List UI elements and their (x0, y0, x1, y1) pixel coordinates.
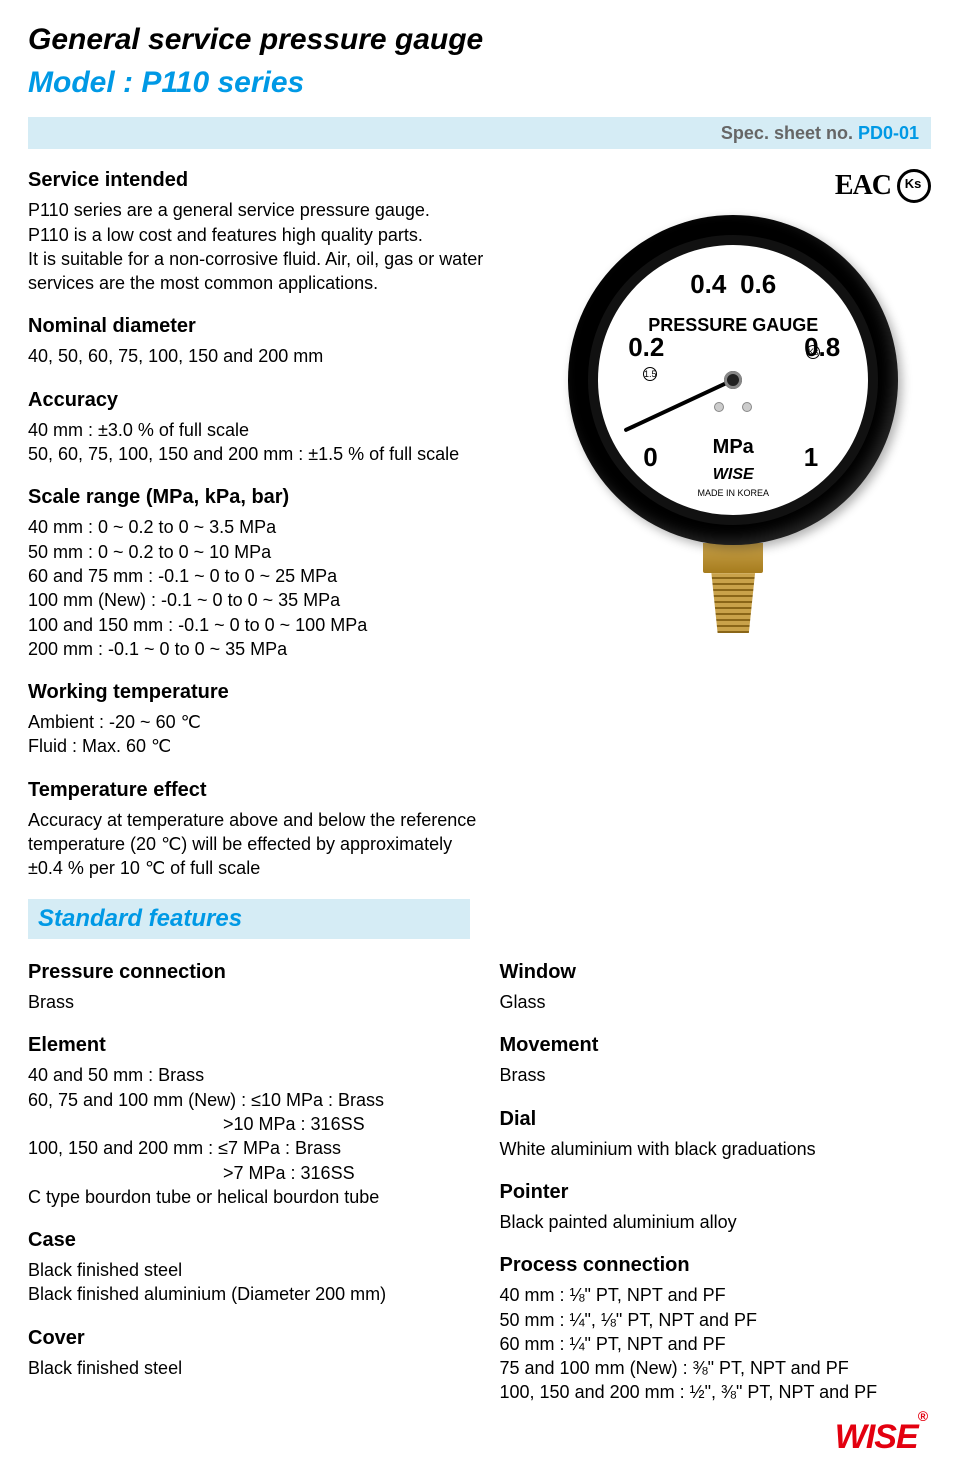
process-heading: Process connection (500, 1252, 932, 1279)
gauge-scale-02: 0.2 (628, 330, 664, 365)
element-line: 40 and 50 mm : Brass (28, 1063, 460, 1087)
service-line: services are the most common application… (28, 271, 511, 295)
pressure-conn-line: Brass (28, 990, 460, 1014)
scale-line: 50 mm : 0 ~ 0.2 to 0 ~ 10 MPa (28, 540, 511, 564)
gauge-case: PRESSURE GAUGE 0 0.2 0.4 0.6 0.8 1 1.5 K… (568, 215, 898, 545)
spec-label: Spec. sheet no. (721, 123, 858, 143)
nominal-heading: Nominal diameter (28, 313, 511, 340)
element-line: 60, 75 and 100 mm (New) : ≤10 MPa : Bras… (28, 1088, 460, 1112)
scale-line: 100 mm (New) : -0.1 ~ 0 to 0 ~ 35 MPa (28, 588, 511, 612)
gauge-scale-04: 0.4 (690, 267, 726, 302)
element-indent: >10 MPa : 316SS (28, 1112, 460, 1136)
certifications: EAC Ks (535, 167, 931, 205)
pointer-line: Black painted aluminium alloy (500, 1210, 932, 1234)
process-line: 50 mm : ¼", ⅛" PT, NPT and PF (500, 1308, 932, 1332)
gauge-brand: WISE (598, 464, 868, 486)
footer: WISE® (28, 1415, 931, 1461)
features-right-col: Window Glass Movement Brass Dial White a… (500, 951, 932, 1405)
scale-line: 40 mm : 0 ~ 0.2 to 0 ~ 3.5 MPa (28, 515, 511, 539)
element-indent: >7 MPa : 316SS (28, 1161, 460, 1185)
cover-heading: Cover (28, 1325, 460, 1352)
gauge-mark-icon: 1.5 (643, 367, 657, 381)
tempeffect-line: temperature (20 ℃) will be effected by a… (28, 832, 511, 856)
service-line: P110 is a low cost and features high qua… (28, 223, 511, 247)
dial-line: White aluminium with black graduations (500, 1137, 932, 1161)
gauge-ks-icon: Ks (806, 345, 820, 359)
features-heading: Standard features (38, 905, 242, 932)
scale-line: 200 mm : -0.1 ~ 0 to 0 ~ 35 MPa (28, 637, 511, 661)
pressure-conn-heading: Pressure connection (28, 959, 460, 986)
gauge-thread (707, 573, 759, 633)
movement-heading: Movement (500, 1032, 932, 1059)
case-heading: Case (28, 1227, 460, 1254)
tempeffect-heading: Temperature effect (28, 777, 511, 804)
process-line: 100, 150 and 200 mm : ½", ⅜" PT, NPT and… (500, 1380, 932, 1404)
process-line: 40 mm : ⅛" PT, NPT and PF (500, 1283, 932, 1307)
movement-line: Brass (500, 1063, 932, 1087)
spec-sheet-bar: Spec. sheet no. PD0-01 (28, 117, 931, 149)
accuracy-line: 50, 60, 75, 100, 150 and 200 mm : ±1.5 %… (28, 442, 511, 466)
temp-line: Fluid : Max. 60 ℃ (28, 734, 511, 758)
model-line: Model : P110 series (28, 63, 931, 104)
scale-line: 60 and 75 mm : -0.1 ~ 0 to 0 ~ 25 MPa (28, 564, 511, 588)
left-column: Service intended P110 series are a gener… (28, 167, 511, 880)
gauge-hub (724, 371, 742, 389)
cover-line: Black finished steel (28, 1356, 460, 1380)
features-left-col: Pressure connection Brass Element 40 and… (28, 951, 460, 1405)
spec-number: PD0-01 (858, 123, 919, 143)
gauge-face: PRESSURE GAUGE 0 0.2 0.4 0.6 0.8 1 1.5 K… (588, 235, 878, 525)
gauge-made: MADE IN KOREA (598, 487, 868, 499)
element-heading: Element (28, 1032, 460, 1059)
wise-logo: WISE® (835, 1415, 927, 1461)
nominal-line: 40, 50, 60, 75, 100, 150 and 200 mm (28, 344, 511, 368)
page-title: General service pressure gauge (28, 20, 931, 61)
eac-mark: EAC (835, 167, 891, 205)
element-line: C type bourdon tube or helical bourdon t… (28, 1185, 460, 1209)
tempeffect-line: ±0.4 % per 10 ℃ of full scale (28, 856, 511, 880)
process-line: 60 mm : ¼" PT, NPT and PF (500, 1332, 932, 1356)
gauge-unit: MPa (598, 434, 868, 461)
accuracy-heading: Accuracy (28, 387, 511, 414)
case-line: Black finished steel (28, 1258, 460, 1282)
window-heading: Window (500, 959, 932, 986)
window-line: Glass (500, 990, 932, 1014)
temp-line: Ambient : -20 ~ 60 ℃ (28, 710, 511, 734)
service-line: P110 series are a general service pressu… (28, 198, 511, 222)
gauge-scale-06: 0.6 (740, 267, 776, 302)
right-column: EAC Ks PRESSURE GAUGE 0 0.2 0.4 0.6 0.8 … (535, 167, 931, 880)
service-line: It is suitable for a non-corrosive fluid… (28, 247, 511, 271)
accuracy-line: 40 mm : ±3.0 % of full scale (28, 418, 511, 442)
gauge-illustration: PRESSURE GAUGE 0 0.2 0.4 0.6 0.8 1 1.5 K… (535, 215, 931, 633)
ks-mark: Ks (897, 169, 931, 203)
dial-heading: Dial (500, 1106, 932, 1133)
gauge-stem (703, 543, 763, 573)
process-line: 75 and 100 mm (New) : ⅜" PT, NPT and PF (500, 1356, 932, 1380)
temp-heading: Working temperature (28, 679, 511, 706)
service-heading: Service intended (28, 167, 511, 194)
gauge-screws (714, 402, 752, 412)
pointer-heading: Pointer (500, 1179, 932, 1206)
case-line: Black finished aluminium (Diameter 200 m… (28, 1282, 460, 1306)
element-line: 100, 150 and 200 mm : ≤7 MPa : Brass (28, 1136, 460, 1160)
scale-heading: Scale range (MPa, kPa, bar) (28, 484, 511, 511)
features-bar: Standard features (28, 899, 470, 939)
tempeffect-line: Accuracy at temperature above and below … (28, 808, 511, 832)
scale-line: 100 and 150 mm : -0.1 ~ 0 to 0 ~ 100 MPa (28, 613, 511, 637)
